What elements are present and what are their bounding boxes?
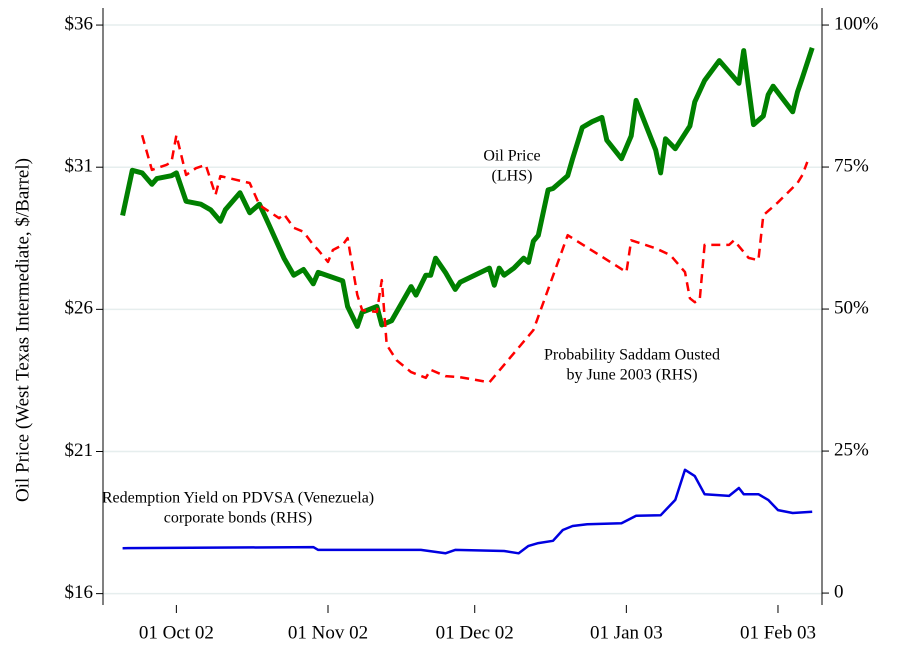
annotation: Probability Saddam Ousted [544,347,720,364]
y-tick-label: $31 [65,156,94,177]
x-tick-label: 01 Nov 02 [288,622,368,643]
x-tick-label: 01 Dec 02 [436,622,514,643]
annotation: by June 2003 (RHS) [566,367,697,384]
y-tick-label: $36 [65,13,94,34]
annotation: Oil Price [483,148,540,165]
x-tick-label: 01 Feb 03 [740,622,816,643]
series-line [140,133,809,384]
series-line [122,468,813,555]
y2-tick-label: 75% [834,155,869,176]
y2-tick-label: 0 [834,581,844,602]
y2-tick-label: 50% [834,297,869,318]
annotation: corporate bonds (RHS) [164,510,312,527]
x-tick-label: 01 Oct 02 [139,622,214,643]
y2-tick-label: 25% [834,439,869,460]
y-axis-label: Oil Price (West Texas Intermediate, $/Ba… [12,158,33,502]
series-line [120,47,815,329]
y-tick-label: $21 [65,440,94,461]
annotation: Redemption Yield on PDVSA (Venezuela) [102,490,374,507]
annotation: (LHS) [492,168,533,185]
x-tick-label: 01 Jan 03 [590,622,663,643]
y-tick-label: $26 [65,298,94,319]
y-tick-label: $16 [65,582,94,603]
y2-tick-label: 100% [834,13,879,34]
